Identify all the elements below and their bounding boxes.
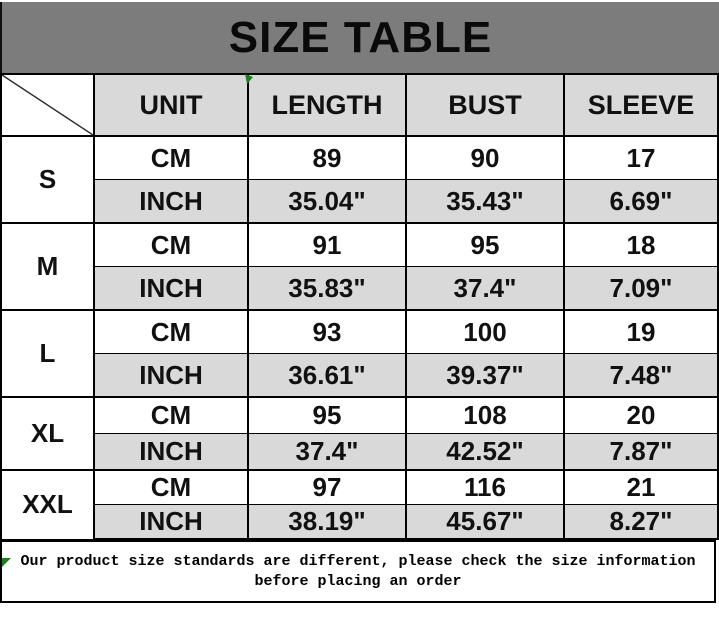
green-arrow-marker-icon — [244, 74, 254, 84]
page-title: SIZE TABLE — [228, 12, 493, 62]
footer-note-line2: before placing an order — [254, 572, 462, 590]
xl-inch-length: 37.4" — [247, 433, 407, 471]
l-cm-unit: CM — [93, 309, 249, 354]
column-header-length: LENGTH — [247, 73, 407, 137]
table-row: L CM 93 100 19 — [0, 309, 719, 398]
s-inch-length: 35.04" — [247, 179, 407, 224]
m-cm-unit: CM — [93, 222, 249, 267]
diagonal-header-cell — [0, 73, 95, 137]
s-inch-sleeve: 6.69" — [563, 179, 719, 224]
footer-note-text: Our product size standards are different… — [20, 552, 695, 592]
size-label-s: S — [0, 135, 95, 224]
l-inch-length: 36.61" — [247, 353, 407, 398]
green-corner-triangle-icon — [2, 558, 12, 568]
xl-cm-bust: 108 — [405, 396, 565, 434]
size-label-l: L — [0, 309, 95, 398]
table-row: INCH 38.19" 45.67" 8.27" — [1, 504, 719, 540]
m-inch-sleeve: 7.09" — [563, 266, 719, 311]
table-row: M CM 91 95 18 — [0, 222, 719, 311]
xl-inch-unit: INCH — [93, 433, 249, 471]
l-inch-bust: 39.37" — [405, 353, 565, 398]
m-inch-unit: INCH — [93, 266, 249, 311]
table-row: XXL CM 97 116 21 — [0, 469, 719, 540]
s-inch-unit: INCH — [93, 179, 249, 224]
footer-note-line1: Our product size standards are different… — [20, 552, 696, 570]
l-inch-unit: INCH — [93, 353, 249, 398]
table-row: INCH 35.04" 35.43" 6.69" — [1, 179, 719, 224]
table-row: INCH 35.83" 37.4" 7.09" — [1, 266, 719, 311]
l-inch-sleeve: 7.48" — [563, 353, 719, 398]
footer-note-box: Our product size standards are different… — [0, 540, 716, 603]
xxl-inch-length: 38.19" — [247, 504, 407, 540]
size-label-m: M — [0, 222, 95, 311]
xl-inch-sleeve: 7.87" — [563, 433, 719, 471]
xxl-cm-unit: CM — [93, 469, 249, 505]
s-cm-bust: 90 — [405, 135, 565, 180]
column-header-sleeve: SLEEVE — [563, 73, 719, 137]
l-cm-length: 93 — [247, 309, 407, 354]
l-cm-sleeve: 19 — [563, 309, 719, 354]
m-inch-length: 35.83" — [247, 266, 407, 311]
s-cm-sleeve: 17 — [563, 135, 719, 180]
xl-inch-bust: 42.52" — [405, 433, 565, 471]
header-row: UNIT LENGTH BUST SLEEVE — [0, 73, 719, 137]
xxl-cm-bust: 116 — [405, 469, 565, 505]
s-cm-length: 89 — [247, 135, 407, 180]
l-cm-bust: 100 — [405, 309, 565, 354]
xxl-inch-unit: INCH — [93, 504, 249, 540]
s-inch-bust: 35.43" — [405, 179, 565, 224]
s-cm-unit: CM — [93, 135, 249, 180]
table-row: XL CM 95 108 20 — [0, 396, 719, 471]
diagonal-line-icon — [2, 75, 93, 135]
table-row: INCH 37.4" 42.52" 7.87" — [1, 433, 719, 471]
m-cm-length: 91 — [247, 222, 407, 267]
size-label-xl: XL — [0, 396, 95, 471]
xl-cm-sleeve: 20 — [563, 396, 719, 434]
size-label-xxl: XXL — [0, 469, 95, 540]
table-row: INCH 36.61" 39.37" 7.48" — [1, 353, 719, 398]
column-header-bust: BUST — [405, 73, 565, 137]
xxl-inch-sleeve: 8.27" — [563, 504, 719, 540]
xl-cm-length: 95 — [247, 396, 407, 434]
m-cm-bust: 95 — [405, 222, 565, 267]
xxl-inch-bust: 45.67" — [405, 504, 565, 540]
column-header-unit: UNIT — [93, 73, 249, 137]
size-table-banner: SIZE TABLE — [0, 2, 719, 73]
table-row: S CM 89 90 17 — [0, 135, 719, 224]
size-chart-table: UNIT LENGTH BUST SLEEVE S CM 89 90 17 IN… — [0, 73, 719, 540]
xxl-cm-sleeve: 21 — [563, 469, 719, 505]
m-inch-bust: 37.4" — [405, 266, 565, 311]
xl-cm-unit: CM — [93, 396, 249, 434]
m-cm-sleeve: 18 — [563, 222, 719, 267]
xxl-cm-length: 97 — [247, 469, 407, 505]
